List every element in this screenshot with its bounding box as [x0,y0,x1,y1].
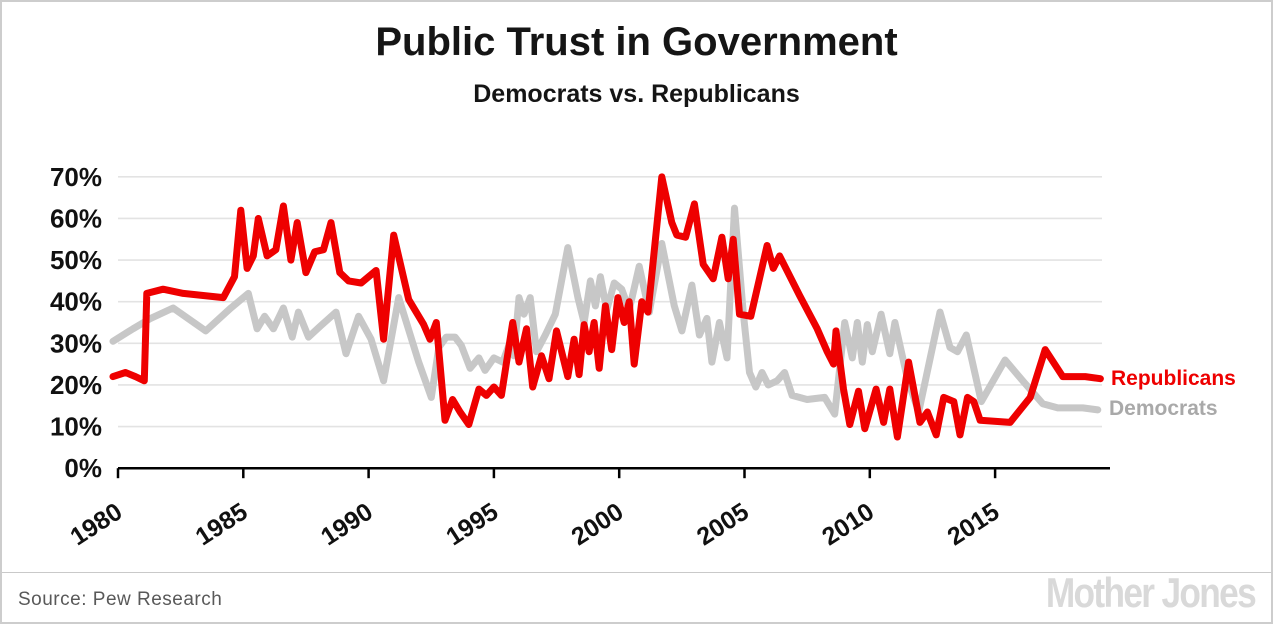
chart-subtitle: Democrats vs. Republicans [473,80,800,108]
source-value: Pew Research [92,589,223,610]
footer: Source: Pew Research Mother Jones [2,569,1271,622]
x-tick-label: 2010 [817,498,879,552]
x-tick-label: 1980 [65,498,127,552]
mother-jones-logo: Mother Jones [1045,569,1257,616]
y-tick-label: 70% [50,162,102,192]
x-tick-label: 1990 [316,498,378,552]
y-tick-label: 40% [50,287,102,317]
x-tick-label: 1995 [441,498,503,552]
democrats-line [109,204,1102,418]
y-tick-label: 20% [50,370,102,400]
series-label-republicans: Republicans [1111,367,1236,390]
x-tick-label: 2000 [567,498,629,552]
y-tick-label: 10% [50,412,102,442]
source-credit: Source: Pew Research [18,589,222,611]
x-tick-label: 2005 [692,498,754,552]
chart-title: Public Trust in Government [375,20,898,64]
republicans-line [109,173,1104,441]
series-label-democrats: Democrats [1109,397,1218,420]
y-tick-label: 50% [50,245,102,275]
x-tick-label: 1985 [191,498,253,552]
x-tick-label: 2015 [942,498,1004,552]
source-label: Source: [18,589,87,610]
y-tick-label: 30% [50,328,102,358]
y-tick-label: 0% [64,453,102,483]
y-tick-label: 60% [50,203,102,233]
